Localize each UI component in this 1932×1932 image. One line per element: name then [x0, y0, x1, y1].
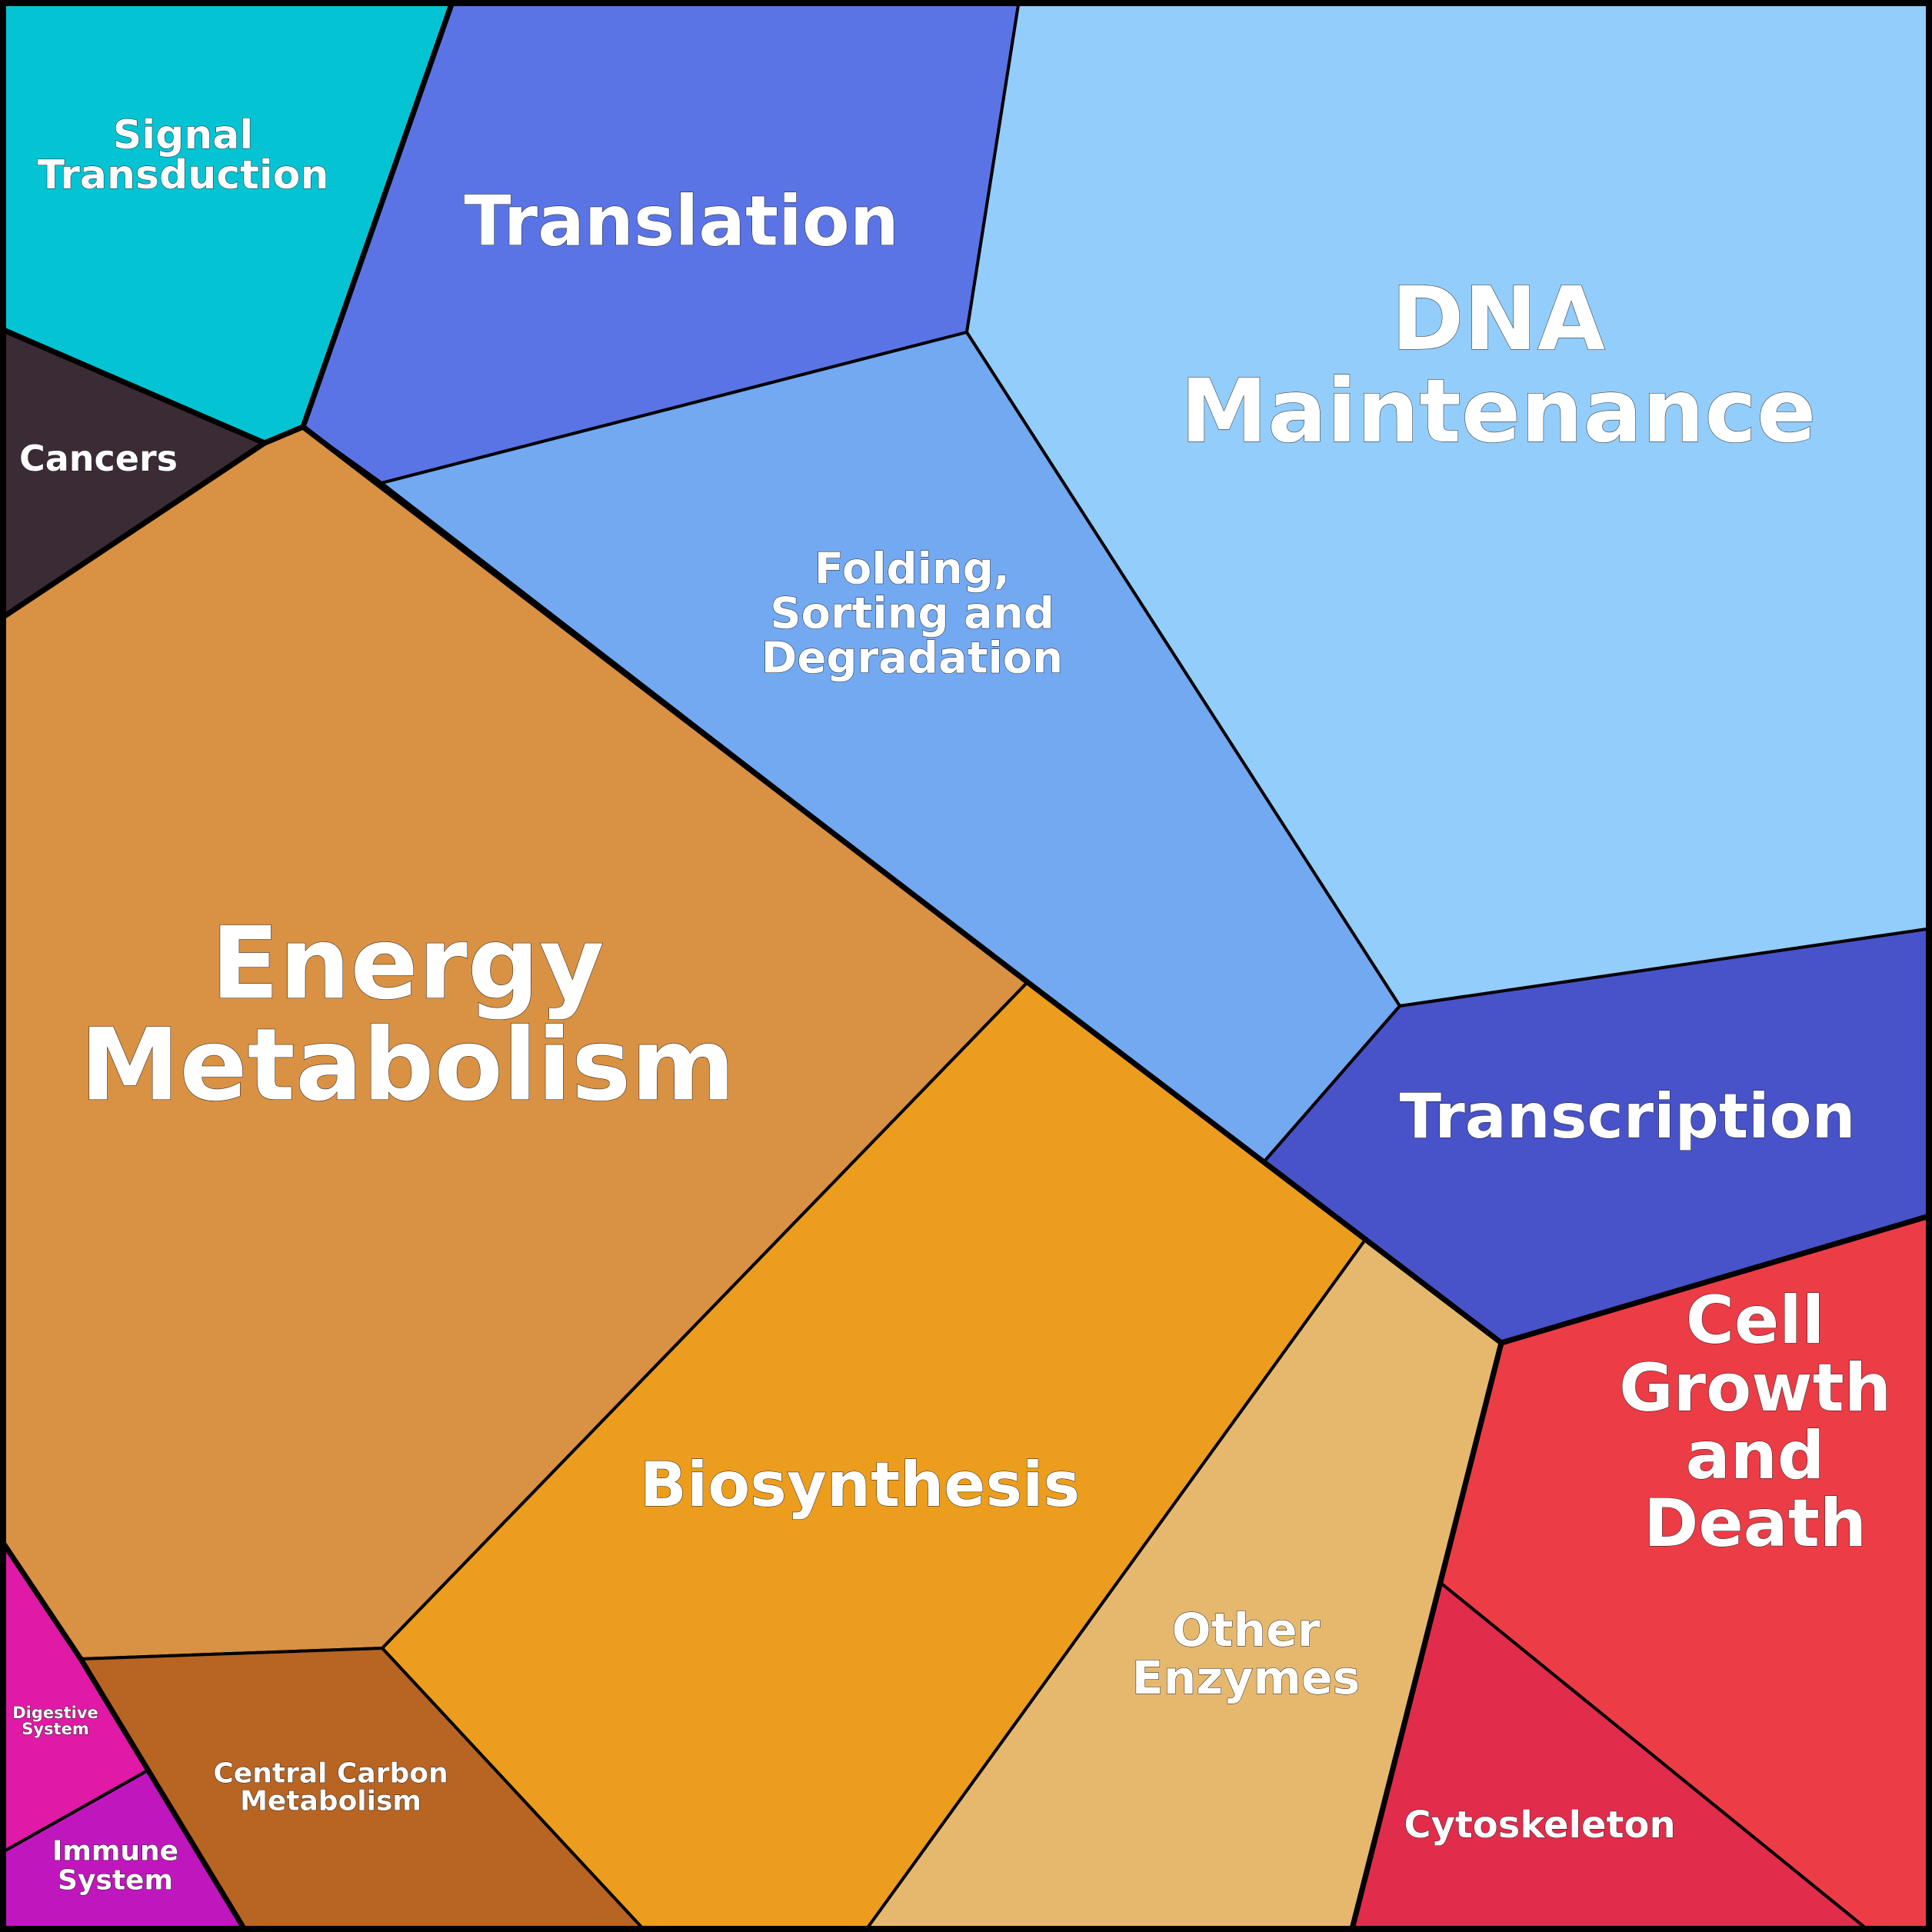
label-line: Degradation — [761, 634, 1063, 684]
label-line: Immune — [52, 1836, 178, 1867]
label-energy-metabolism: Energy Metabolism — [80, 905, 735, 1124]
group-border — [0, 1535, 249, 1932]
label-immune-system: Immune System — [52, 1836, 178, 1897]
label-dna-maintenance: DNA Maintenance — [1181, 268, 1817, 462]
label-line: Cell — [1686, 1282, 1824, 1359]
label-line: and — [1686, 1417, 1825, 1494]
label-line: Energy — [211, 905, 604, 1022]
label-line: Sorting and — [770, 589, 1054, 639]
label-line: Biosynthesis — [640, 1449, 1080, 1521]
label-other-enzymes: Other Enzymes — [1132, 1604, 1361, 1705]
label-line: Digestive — [12, 1704, 98, 1722]
labels-layer: Signal Transduction Translation DNA Maintena… — [12, 112, 1892, 1897]
group-border — [1348, 1212, 1932, 1932]
label-line: Cancers — [19, 438, 178, 479]
label-line: Transduction — [38, 152, 329, 198]
label-cancers: Cancers — [19, 438, 178, 479]
label-line: System — [58, 1865, 173, 1897]
label-line: Translation — [464, 182, 899, 262]
label-line: Death — [1644, 1485, 1867, 1562]
label-line: Central Carbon — [213, 1758, 448, 1790]
label-digestive-system: Digestive System — [12, 1704, 98, 1738]
label-line: Cytoskeleton — [1404, 1804, 1675, 1847]
label-line: Folding, — [814, 545, 1010, 595]
label-folding-sorting-degradation: Folding, Sorting and Degradation — [761, 545, 1063, 684]
label-line: Transcription — [1400, 1081, 1856, 1152]
label-signal-transduction: Signal Transduction — [38, 112, 329, 198]
label-line: DNA — [1391, 268, 1605, 370]
label-cytoskeleton: Cytoskeleton — [1404, 1804, 1675, 1847]
label-biosynthesis: Biosynthesis — [640, 1449, 1080, 1521]
label-cell-growth-and-death: Cell Growth and Death — [1619, 1282, 1891, 1562]
label-line: Signal — [113, 112, 253, 158]
cell-immune-system — [0, 1769, 248, 1932]
label-line: Growth — [1619, 1350, 1891, 1427]
label-line: System — [22, 1720, 88, 1738]
label-line: Metabolism — [80, 1007, 735, 1124]
label-line: Other — [1172, 1604, 1321, 1657]
label-line: Maintenance — [1181, 360, 1817, 462]
label-transcription: Transcription — [1400, 1081, 1856, 1152]
label-line: Metabolism — [240, 1786, 421, 1817]
label-central-carbon-metabolism: Central Carbon Metabolism — [213, 1758, 448, 1817]
label-line: Enzymes — [1132, 1651, 1361, 1705]
group-border — [0, 424, 1504, 1932]
label-translation: Translation — [464, 182, 899, 262]
